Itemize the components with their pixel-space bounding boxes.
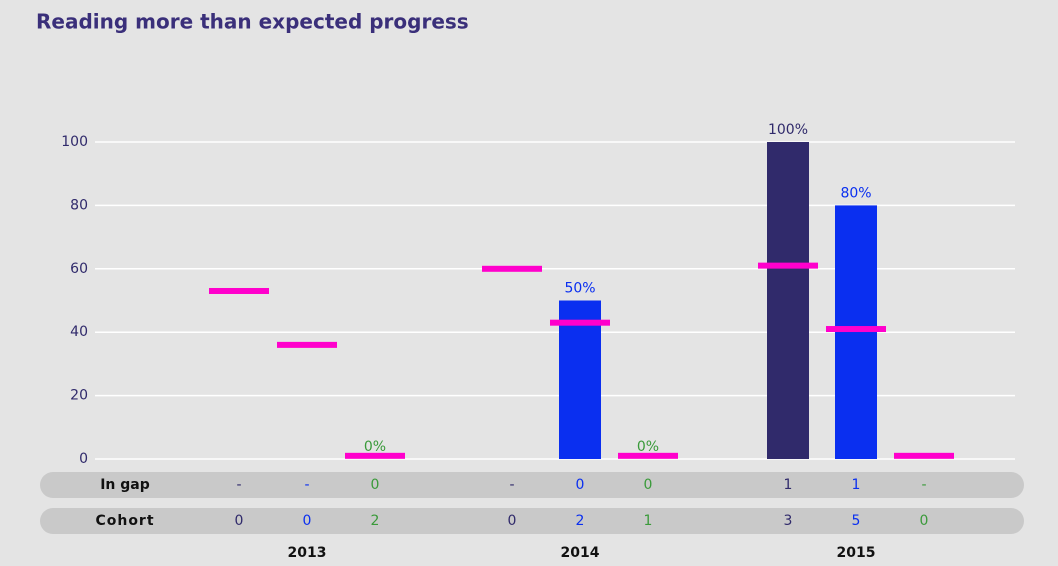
- benchmark-marker: [550, 319, 610, 326]
- row-band: [40, 508, 1024, 534]
- row-label: In gap: [100, 477, 150, 493]
- value-label: 0%: [364, 439, 386, 455]
- value-label: 50%: [564, 281, 595, 297]
- x-tick-label: 2013: [288, 545, 327, 561]
- row-value: 0: [920, 513, 929, 529]
- row-value: -: [921, 477, 926, 493]
- benchmark-marker: [618, 452, 678, 459]
- row-label: Cohort: [95, 513, 154, 529]
- row-band: [40, 472, 1024, 498]
- row-value: 2: [371, 513, 380, 529]
- bar: [559, 300, 601, 459]
- row-value: -: [236, 477, 241, 493]
- row-value: 0: [508, 513, 517, 529]
- chart-title: Reading more than expected progress: [36, 10, 469, 34]
- x-tick-label: 2015: [837, 545, 876, 561]
- x-tick-label: 2014: [561, 545, 600, 561]
- value-label: 0%: [637, 439, 659, 455]
- row-value: 0: [235, 513, 244, 529]
- row-value: 5: [852, 513, 861, 529]
- benchmark-marker: [277, 341, 337, 348]
- row-value: 0: [576, 477, 585, 493]
- y-tick-label: 100: [61, 134, 88, 150]
- row-value: 0: [371, 477, 380, 493]
- row-value: 0: [644, 477, 653, 493]
- value-label: 80%: [840, 185, 871, 201]
- benchmark-marker: [209, 287, 269, 294]
- bar: [835, 205, 877, 459]
- y-tick-label: 20: [70, 388, 88, 404]
- y-tick-label: 40: [70, 324, 88, 340]
- y-tick-label: 80: [70, 197, 88, 213]
- row-value: 1: [852, 477, 861, 493]
- bar: [767, 142, 809, 459]
- value-label: 100%: [768, 122, 808, 138]
- benchmark-marker: [482, 265, 542, 272]
- row-value: 3: [784, 513, 793, 529]
- benchmark-marker: [826, 326, 886, 333]
- benchmark-marker: [758, 262, 818, 269]
- y-tick-label: 0: [79, 451, 88, 467]
- benchmark-marker: [345, 452, 405, 459]
- benchmark-marker: [894, 452, 954, 459]
- row-value: 1: [644, 513, 653, 529]
- row-value: 0: [303, 513, 312, 529]
- y-tick-label: 60: [70, 261, 88, 277]
- row-value: -: [304, 477, 309, 493]
- row-value: -: [509, 477, 514, 493]
- row-value: 2: [576, 513, 585, 529]
- row-value: 1: [784, 477, 793, 493]
